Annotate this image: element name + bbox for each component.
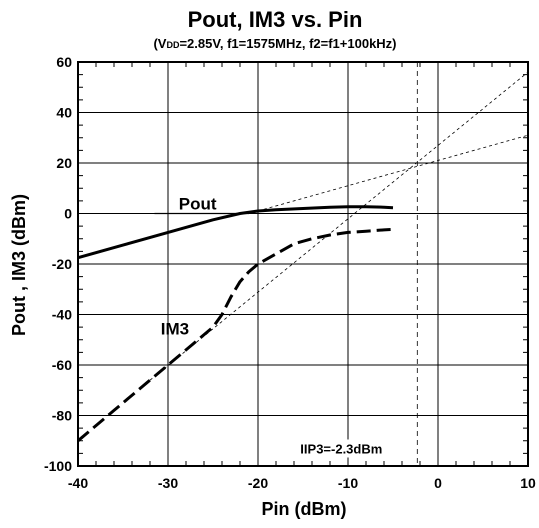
pout-series-label: Pout xyxy=(179,195,217,214)
x-tick-label: -10 xyxy=(338,475,358,491)
y-tick-label: 40 xyxy=(56,105,72,121)
chart-title: Pout, IM3 vs. Pin xyxy=(188,7,363,32)
x-axis-title: Pin (dBm) xyxy=(262,499,347,519)
y-tick-label: -100 xyxy=(44,458,72,474)
y-tick-label: 60 xyxy=(56,54,72,70)
series-lines xyxy=(77,205,394,442)
annotations: Pout IM3 IIP3=-2.3dBm xyxy=(154,195,410,458)
y-tick-label: -20 xyxy=(52,256,72,272)
grid xyxy=(77,61,529,467)
x-tick-label: 0 xyxy=(434,475,442,491)
plot-frame xyxy=(77,61,529,467)
series-line-im3 xyxy=(77,227,394,442)
plot-area-border xyxy=(77,61,529,467)
subtitle-suffix: =2.85V, f1=1575MHz, f2=f1+100kHz) xyxy=(179,36,396,51)
x-tick-label: -20 xyxy=(248,475,268,491)
y-tick-label: -80 xyxy=(52,408,72,424)
chart-subtitle: (VDD=2.85V, f1=1575MHz, f2=f1+100kHz) xyxy=(153,36,396,51)
y-axis-title: Pout , IM3 (dBm) xyxy=(9,194,29,336)
extrapolation-line-pout xyxy=(257,134,529,212)
x-tick-label: 10 xyxy=(520,475,536,491)
y-tick-label: 0 xyxy=(64,206,72,222)
x-tick-label: -40 xyxy=(68,475,88,491)
series-line-pout xyxy=(77,205,394,260)
x-tick-label: -30 xyxy=(158,475,178,491)
y-tick-label: -40 xyxy=(52,307,72,323)
iip3-label: IIP3=-2.3dBm xyxy=(300,441,382,456)
im3-series-label: IM3 xyxy=(161,320,189,339)
extrapolation-lines xyxy=(149,62,529,466)
subtitle-prefix: (V xyxy=(153,36,166,51)
y-tick-label: -60 xyxy=(52,357,72,373)
subtitle-subscript: DD xyxy=(166,40,179,50)
y-tick-label: 20 xyxy=(56,155,72,171)
iip3-label-background xyxy=(298,439,410,458)
